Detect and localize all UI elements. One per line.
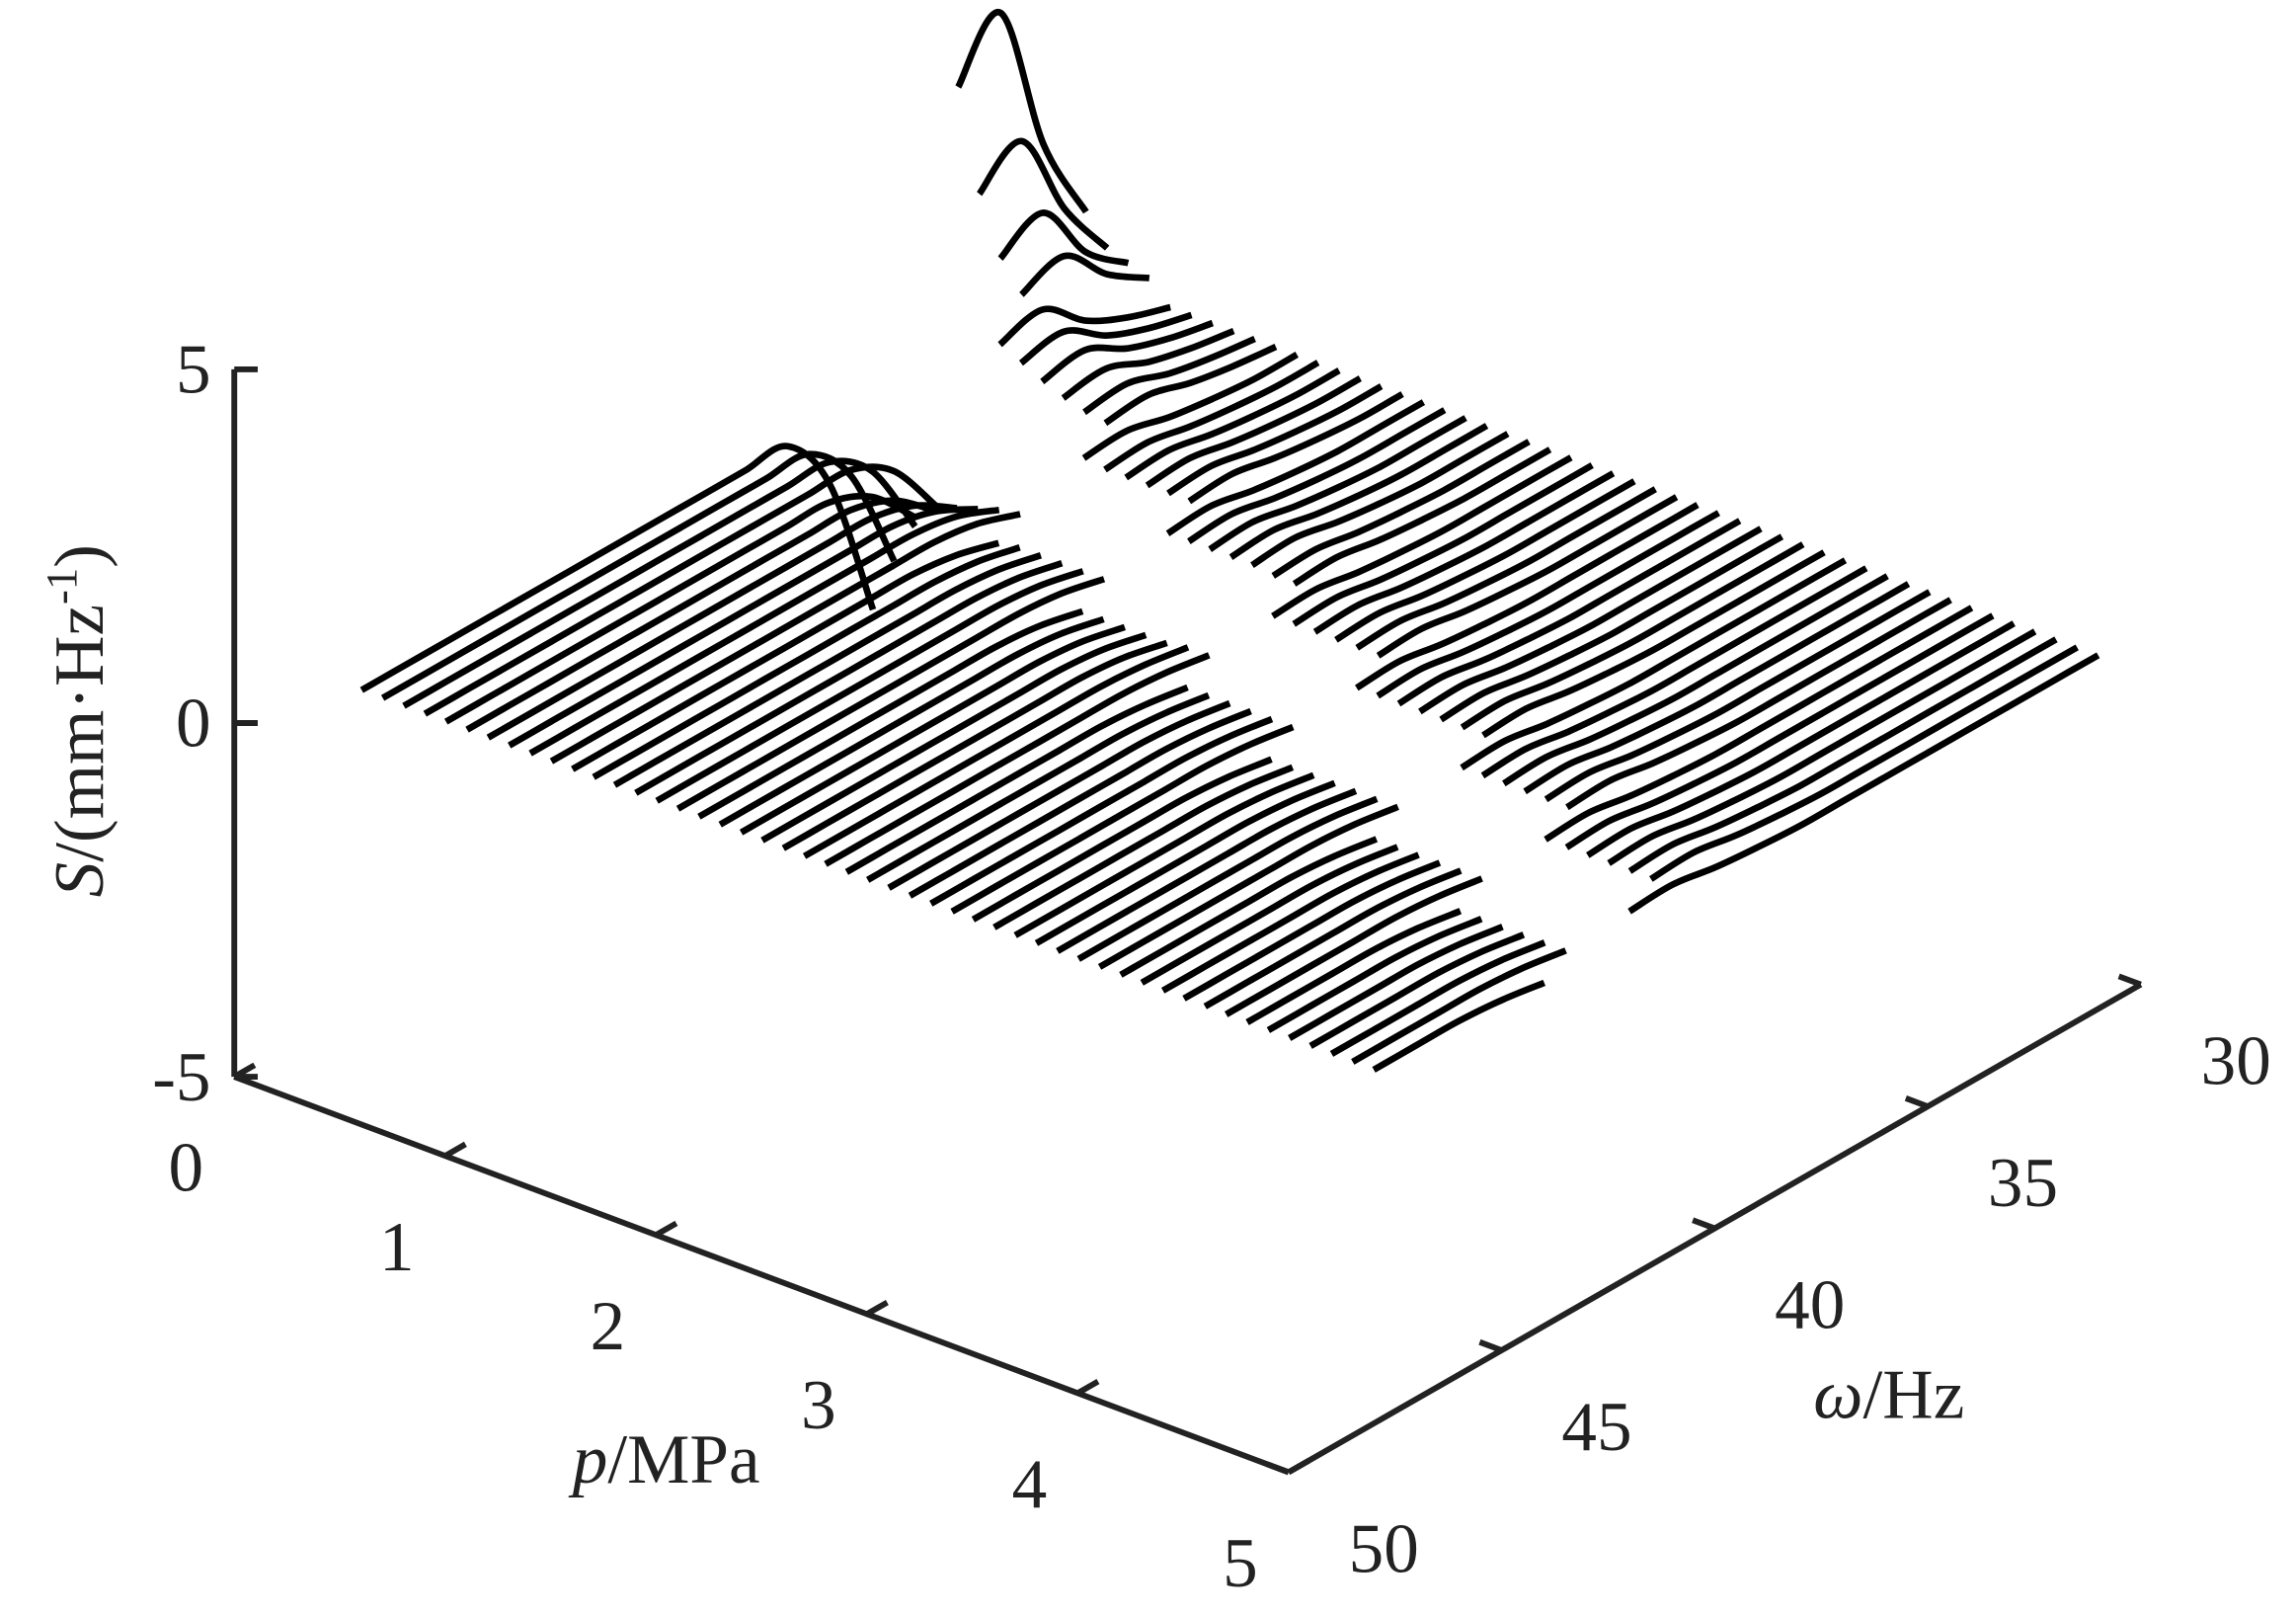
x-axis-line (233, 1074, 1290, 1476)
x-tick-label: 0 (169, 1130, 204, 1207)
x-label-unit: /MPa (607, 1421, 759, 1498)
spectrum-curve (465, 311, 1193, 733)
x-tick-label: 5 (1223, 1525, 1258, 1602)
spectrum-curve (887, 470, 1616, 891)
x-tick-label: 1 (379, 1209, 415, 1286)
spectrum-curve (1097, 549, 1826, 970)
x-axis-label: p/MPa (568, 1421, 760, 1498)
spectrum-curve (760, 423, 1489, 844)
spectrum-curve (802, 439, 1531, 859)
spectrum-curve (1140, 565, 1868, 986)
y-label-unit: /Hz (1863, 1357, 1965, 1434)
spectrum-curve (1308, 628, 2037, 1049)
z-axis-label: S/(mm·Hz-1) (37, 544, 119, 897)
x-tick (1075, 1379, 1100, 1396)
spectrum-curve (866, 462, 1594, 883)
y-tick-label: 35 (1988, 1145, 2058, 1222)
z-tick-label: -5 (152, 1039, 210, 1116)
y-tick-label: 50 (1349, 1510, 1419, 1587)
y-tick-label: 40 (1775, 1266, 1845, 1343)
spectrum-curve (508, 327, 1235, 749)
y-tick-label: 45 (1561, 1389, 1631, 1466)
spectrum-curve (718, 407, 1447, 828)
spectrum-curve (402, 209, 1130, 709)
x-tick-label: 3 (801, 1367, 836, 1444)
z-label-symbol: S (41, 862, 119, 898)
spectrum-curve (1119, 557, 1848, 978)
y-tick (1692, 1217, 1716, 1232)
y-tick (1904, 1095, 1930, 1109)
spectrum-curve (549, 344, 1278, 765)
x-tick (865, 1299, 889, 1317)
spectrum-curve (1182, 581, 1911, 1002)
spectrum-curve (1203, 589, 1932, 1010)
z-label-exponent: -1 (37, 568, 86, 605)
spectrum-curve (359, 9, 1089, 693)
spectrum-curve (528, 335, 1256, 757)
y-axis-line (1287, 982, 2143, 1476)
y-tick (1265, 1461, 1290, 1476)
x-tick (1287, 1458, 1310, 1476)
y-tick (1478, 1338, 1503, 1353)
spectrum-curve (1056, 533, 1784, 954)
spectrum-curve (908, 478, 1636, 899)
spectrum-curve (486, 319, 1214, 741)
spectrum-curve (929, 486, 1657, 907)
x-tick (443, 1141, 467, 1159)
spectrum-curve (1013, 518, 1742, 938)
spectrum-curve (950, 494, 1679, 915)
spectrum-curve (380, 137, 1110, 701)
y-axis-label: ω/Hz (1813, 1357, 1964, 1434)
spectrum-curve (844, 454, 1573, 875)
spectrum-curve (675, 391, 1404, 812)
spectrum-curve (634, 375, 1362, 796)
z-tick-label: 5 (176, 332, 211, 409)
x-tick-label: 2 (591, 1288, 626, 1365)
spectrum-curve (971, 502, 1700, 923)
spectrum-curve (739, 415, 1467, 836)
spectrum-curve (1076, 541, 1805, 962)
spectrum-curve (1266, 612, 1995, 1033)
spectrum-curve (1351, 644, 2079, 1065)
x-tick (232, 1062, 257, 1080)
spectrum-curve (781, 431, 1510, 851)
spectrum-curve (612, 367, 1341, 788)
spectrum-curve (571, 352, 1299, 772)
spectrum-curve (992, 510, 1720, 930)
spectrum-curve (1245, 605, 1974, 1025)
spectrum-curve (1225, 597, 1952, 1017)
spectrum-curve (592, 360, 1320, 780)
spectrum-curve (423, 252, 1150, 717)
spectrum-curve (1372, 652, 2100, 1073)
spectrum-curve (443, 303, 1171, 725)
y-tick-label: 30 (2201, 1023, 2271, 1100)
spectrum-curve (1034, 525, 1763, 946)
x-tick-label: 4 (1012, 1446, 1048, 1523)
spectrum-curve (1160, 573, 1889, 994)
spectrum-curve (824, 446, 1552, 867)
z-tick-label: 0 (176, 686, 211, 763)
spectrum-curve (1288, 620, 2016, 1041)
spectrum-curve (655, 383, 1384, 804)
spectrum-curve (1329, 636, 2058, 1057)
y-label-symbol: ω (1813, 1357, 1862, 1434)
spectrum-curve (697, 399, 1426, 820)
x-label-symbol: p (568, 1421, 608, 1498)
x-tick (654, 1220, 678, 1238)
z-label-unit: /(mm·Hz (41, 605, 119, 862)
z-label-close: ) (41, 544, 119, 568)
y-tick (2117, 973, 2142, 988)
